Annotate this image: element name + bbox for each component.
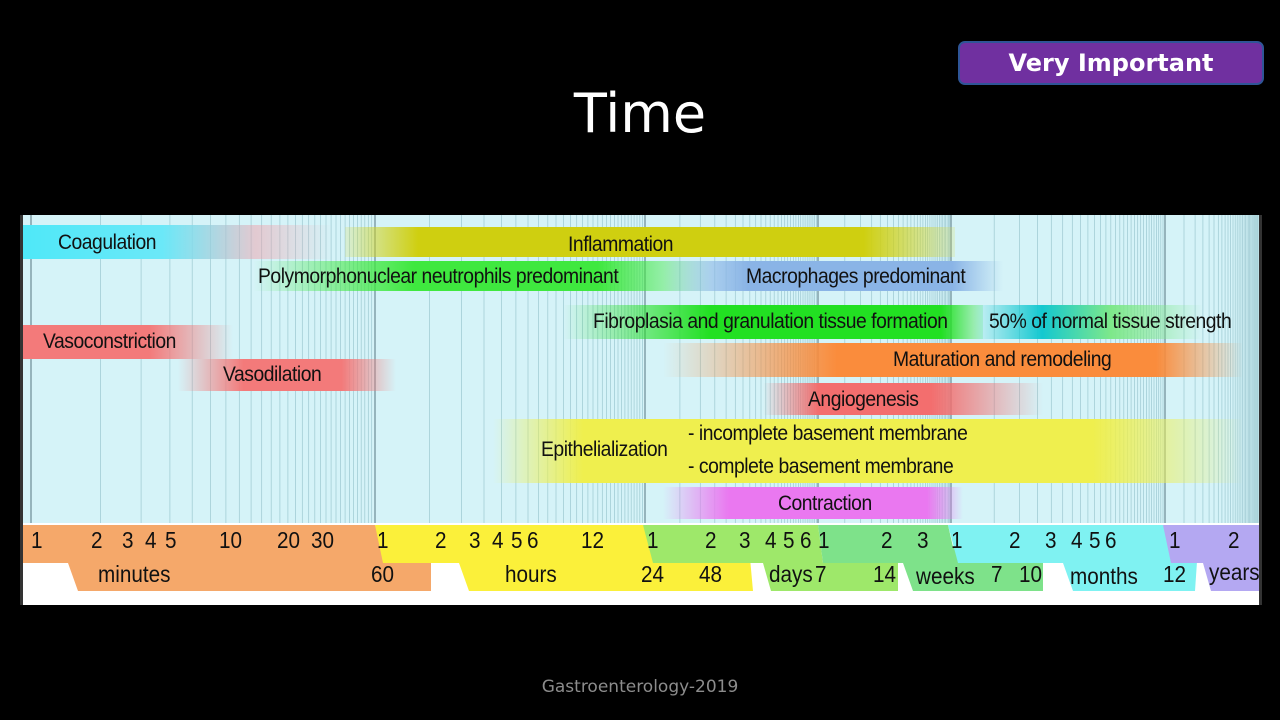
maturation-bar [663, 343, 1243, 377]
incomplete-membrane-label: - incomplete basement membrane [688, 422, 968, 445]
minutes-tick-3: 3 [122, 527, 134, 553]
days-tick-1: 1 [647, 527, 659, 553]
hours-segment [375, 525, 753, 591]
years-tick-1: 1 [1169, 527, 1181, 553]
weeks-tick-1: 1 [818, 527, 830, 553]
hours-tick-4: 4 [492, 527, 504, 553]
coagulation-bar [23, 225, 333, 259]
years-unit-label: years [1209, 559, 1260, 585]
epithelialization-bar [493, 419, 1243, 483]
hours-tick-2: 2 [435, 527, 447, 553]
weeks-tick-10: 10 [1019, 561, 1043, 587]
macrophages-label: Macrophages predominant [746, 265, 966, 288]
years-segment [1163, 525, 1259, 591]
inflammation-bar [345, 227, 955, 257]
months-tick-4: 4 [1071, 527, 1083, 553]
contraction-bar [663, 487, 963, 519]
coagulation-label: Coagulation [58, 231, 157, 254]
minutes-tick-20: 20 [277, 527, 301, 553]
days-tick-3: 3 [739, 527, 751, 553]
fibroplasia-bar [563, 305, 983, 339]
complete-membrane-label: - complete basement membrane [688, 455, 954, 478]
wound-healing-timeline: Coagulation Inflammation Polymorphonucle… [20, 215, 1262, 605]
months-tick-6: 6 [1105, 527, 1117, 553]
pmn-bar [253, 261, 713, 291]
months-tick-2: 2 [1009, 527, 1021, 553]
hours-tick-3: 3 [469, 527, 481, 553]
minutes-unit-label: minutes [98, 561, 171, 587]
minutes-tick-4: 4 [145, 527, 157, 553]
days-tick-6: 6 [800, 527, 812, 553]
weeks-unit-label: weeks [916, 563, 975, 589]
months-tick-12: 12 [1163, 561, 1187, 587]
time-scale: minutes hours days weeks months years 1 … [23, 523, 1259, 605]
minutes-tick-10: 10 [219, 527, 243, 553]
minutes-tick-60: 60 [371, 561, 395, 587]
time-scale-shapes [23, 525, 1259, 591]
hours-tick-5: 5 [511, 527, 523, 553]
days-unit-label: days [769, 561, 813, 587]
months-unit-label: months [1070, 563, 1138, 589]
weeks-tick-7: 7 [991, 561, 1003, 587]
angiogenesis-bar [763, 383, 1043, 415]
days-tick-2: 2 [705, 527, 717, 553]
hours-tick-1: 1 [377, 527, 389, 553]
weeks-segment [818, 525, 1043, 591]
minutes-tick-1: 1 [31, 527, 43, 553]
minutes-tick-2: 2 [91, 527, 103, 553]
months-tick-1: 1 [951, 527, 963, 553]
vasoconstriction-label: Vasoconstriction [43, 330, 176, 353]
months-segment [948, 525, 1198, 591]
days-tick-5: 5 [783, 527, 795, 553]
contraction-label: Contraction [778, 492, 872, 515]
vasoconstriction-bar [23, 325, 233, 359]
fibroplasia-label: Fibroplasia and granulation tissue forma… [593, 310, 948, 333]
weeks-tick-3: 3 [917, 527, 929, 553]
days-tick-7: 7 [815, 561, 827, 587]
very-important-badge: Very Important [958, 41, 1264, 85]
strength-label: 50% of normal tissue strength [989, 310, 1232, 333]
angiogenesis-label: Angiogenesis [808, 388, 919, 411]
minutes-tick-5: 5 [165, 527, 177, 553]
days-tick-4: 4 [765, 527, 777, 553]
hours-tick-48: 48 [699, 561, 723, 587]
strength-bar [973, 305, 1203, 339]
macrophages-bar [663, 261, 1003, 291]
hours-tick-6: 6 [527, 527, 539, 553]
epithelialization-label: Epithelialization [541, 438, 668, 461]
vasodilation-label: Vasodilation [223, 363, 322, 386]
minutes-segment [23, 525, 431, 591]
months-tick-5: 5 [1089, 527, 1101, 553]
hours-tick-24: 24 [641, 561, 665, 587]
pmn-label: Polymorphonuclear neutrophils predominan… [258, 265, 619, 288]
years-tick-2: 2 [1228, 527, 1240, 553]
days-segment [643, 525, 898, 591]
maturation-label: Maturation and remodeling [893, 348, 1112, 371]
inflammation-label: Inflammation [568, 233, 674, 256]
weeks-tick-2: 2 [881, 527, 893, 553]
footer-text: Gastroenterology-2019 [541, 677, 739, 697]
minutes-tick-30: 30 [311, 527, 335, 553]
months-tick-3: 3 [1045, 527, 1057, 553]
hours-tick-12: 12 [581, 527, 605, 553]
days-tick-14: 14 [873, 561, 897, 587]
vasodilation-bar [178, 359, 396, 391]
slide-title: Time [573, 82, 707, 145]
hours-unit-label: hours [505, 561, 557, 587]
